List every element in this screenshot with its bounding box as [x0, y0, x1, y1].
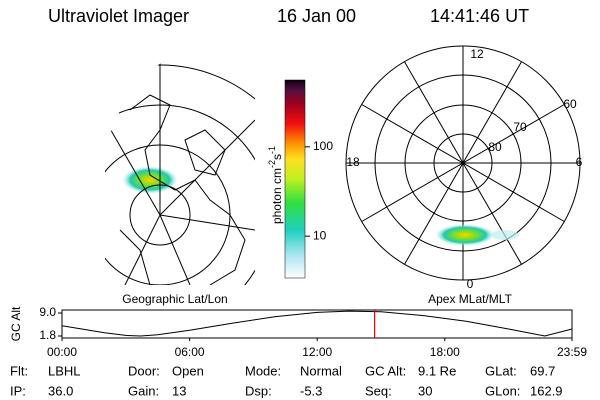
mlt-label: 18 — [346, 155, 360, 169]
x-tick-label: 00:00 — [47, 345, 77, 359]
colorbar — [284, 79, 306, 279]
right-panel-label: Apex MLat/MLT — [428, 292, 512, 306]
field-value: 162.9 — [530, 383, 563, 398]
field-label: Gain: — [128, 383, 159, 398]
mlt-label: 0 — [467, 277, 474, 291]
left-panel-label: Geographic Lat/Lon — [122, 292, 227, 306]
time: 14:41:46 UT — [430, 6, 529, 26]
field-label: GLon: — [485, 383, 520, 398]
timeline-frame — [61, 309, 573, 339]
field-label: GLat: — [485, 363, 517, 378]
title: Ultraviolet Imager — [48, 6, 189, 26]
unit-exp: -1 — [267, 146, 277, 154]
altitude-line — [61, 310, 573, 337]
field-label: Door: — [128, 363, 160, 378]
mlt-label: 6 — [576, 155, 583, 169]
field-value: LBHL — [48, 363, 81, 378]
timeline-ylabel: GC Alt — [9, 306, 23, 341]
field-value: 30 — [418, 383, 432, 398]
field-label: Flt: — [10, 363, 28, 378]
unit: photon cm — [270, 168, 284, 224]
y-tick-label: 9.0 — [39, 305, 56, 319]
x-tick-label: 23:59 — [557, 345, 587, 359]
mlt-label: 12 — [470, 47, 484, 61]
x-tick-label: 06:00 — [175, 345, 205, 359]
geo-map — [105, 45, 255, 285]
field-label: GC Alt: — [365, 363, 406, 378]
x-tick-label: 18:00 — [430, 345, 460, 359]
mlat-label: 80 — [488, 140, 502, 154]
field-value: Normal — [300, 363, 342, 378]
mlat-label: 60 — [563, 97, 577, 111]
x-tick-label: 12:00 — [302, 345, 332, 359]
field-value: Open — [172, 363, 204, 378]
colorbar-tick-label: 10 — [313, 228, 327, 242]
field-value: 69.7 — [530, 363, 555, 378]
field-value: 36.0 — [48, 383, 73, 398]
field-value: 13 — [172, 383, 186, 398]
field-label: Dsp: — [245, 383, 272, 398]
y-tick-label: 1.8 — [39, 328, 56, 342]
unit: s — [270, 154, 284, 160]
colorbar-tick-label: 100 — [313, 139, 333, 153]
field-value: -5.3 — [300, 383, 322, 398]
field-label: Seq: — [365, 383, 392, 398]
field-label: Mode: — [245, 363, 281, 378]
field-label: IP: — [10, 383, 26, 398]
polar-plot — [345, 45, 581, 281]
date: 16 Jan 00 — [277, 6, 356, 26]
mlat-label: 70 — [513, 120, 527, 134]
unit-exp: -2 — [267, 160, 277, 168]
field-value: 9.1 Re — [418, 363, 456, 378]
colorbar-label: photon cm-2s-1 — [267, 146, 284, 224]
